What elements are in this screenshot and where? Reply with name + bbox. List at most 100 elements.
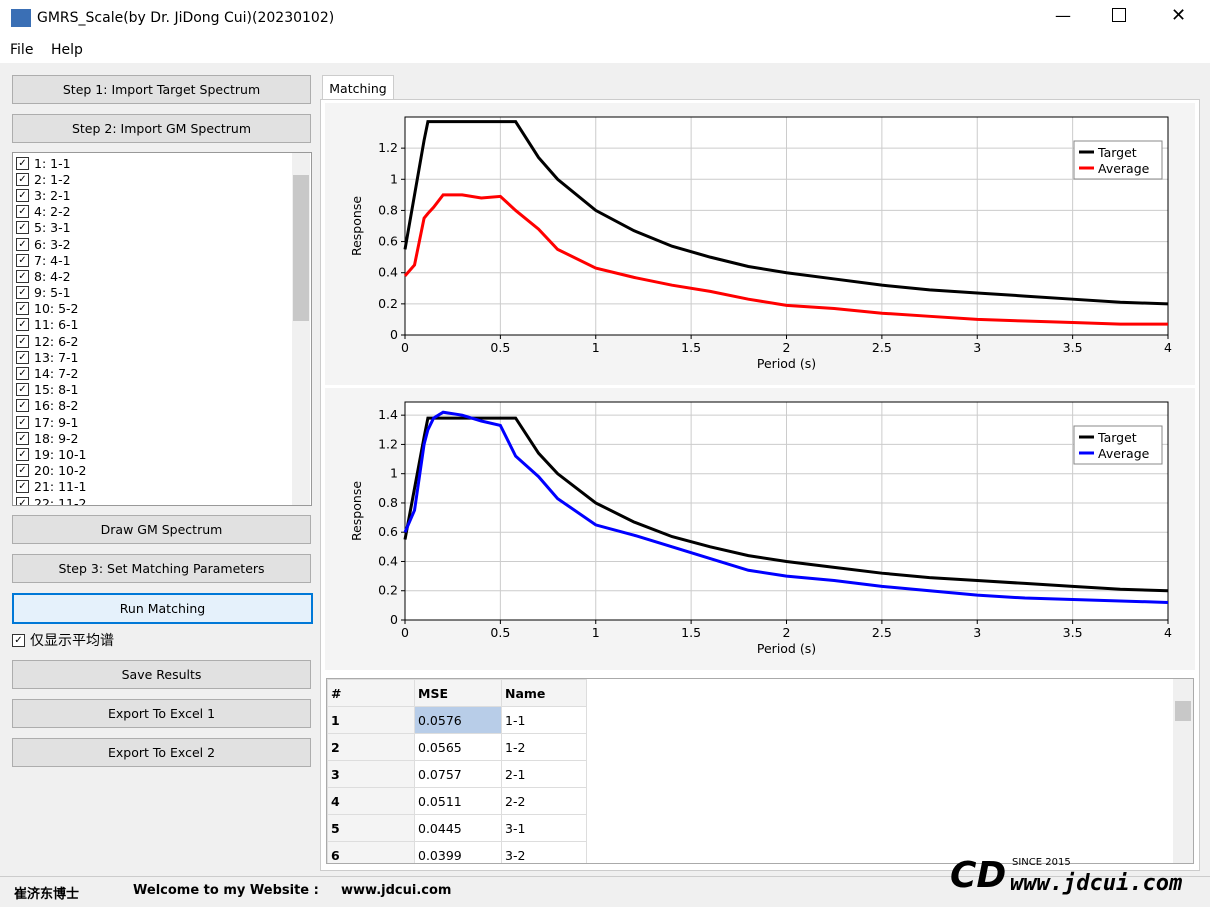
x-tick-label: 3.5 — [1063, 340, 1083, 355]
table-row[interactable]: 5 0.0445 3-1 — [327, 814, 587, 842]
y-tick-label: 0.8 — [378, 202, 398, 217]
checkbox[interactable]: ✓ 仅显示平均谱 — [12, 630, 114, 650]
list-item[interactable]: ✓ 2: 1-2 — [13, 171, 291, 187]
scroll-thumb[interactable] — [1175, 701, 1191, 721]
button[interactable]: Save Results — [12, 660, 311, 689]
x-tick-label: 2.5 — [872, 625, 892, 640]
list-item[interactable]: ✓ 21: 11-1 — [13, 479, 291, 495]
list-item[interactable]: ✓ 3: 2-1 — [13, 187, 291, 203]
list-item[interactable]: ✓ 9: 5-1 — [13, 285, 291, 301]
table-cell: 0.0445 — [414, 814, 502, 842]
table-cell: 3-1 — [501, 814, 587, 842]
list-item[interactable]: ✓ 5: 3-1 — [13, 220, 291, 236]
item-label: 10: 5-2 — [34, 301, 79, 317]
table-scrollbar[interactable] — [1173, 679, 1193, 863]
item-checkbox: ✓ — [16, 302, 29, 316]
item-label: 15: 8-1 — [34, 382, 79, 398]
button[interactable]: Draw GM Spectrum — [12, 515, 311, 544]
status-link[interactable]: www.jdcui.com — [341, 883, 452, 898]
button[interactable]: Step 1: Import Target Spectrum — [12, 75, 311, 104]
item-label: 16: 8-2 — [34, 398, 79, 414]
table-cell: 0.0757 — [414, 760, 502, 788]
x-tick-label: 2 — [783, 625, 791, 640]
minimize[interactable]: — — [1055, 6, 1071, 25]
item-label: 13: 7-1 — [34, 349, 79, 365]
header-cell: MSE — [414, 679, 502, 707]
list-item[interactable]: ✓ 22: 11-2 — [13, 495, 291, 505]
x-tick-label: 2 — [783, 340, 791, 355]
legend-box — [1073, 140, 1163, 180]
menu-item[interactable]: Help — [51, 42, 83, 58]
list-item[interactable]: ✓ 17: 9-1 — [13, 414, 291, 430]
list-item[interactable]: ✓ 13: 7-1 — [13, 349, 291, 365]
y-tick-label: 0 — [390, 612, 398, 627]
x-axis-label: Period (s) — [757, 356, 816, 371]
logo-mark: CD — [950, 855, 1007, 896]
header-cell: Name — [501, 679, 587, 707]
menu-item[interactable]: File — [10, 42, 34, 58]
x-tick-label: 0 — [401, 340, 409, 355]
x-tick-label: 1.5 — [681, 625, 701, 640]
x-tick-label: 1.5 — [681, 340, 701, 355]
x-tick-label: 3.5 — [1063, 625, 1083, 640]
table-row[interactable]: 6 0.0399 3-2 — [327, 841, 587, 863]
y-axis-label: Response — [349, 196, 364, 256]
list-item[interactable]: ✓ 1: 1-1 — [13, 155, 291, 171]
list-item[interactable]: ✓ 8: 4-2 — [13, 268, 291, 284]
y-axis-label: Response — [349, 481, 364, 541]
x-tick-label: 0.5 — [490, 625, 510, 640]
item-checkbox: ✓ — [16, 431, 29, 445]
series-line — [403, 120, 1169, 306]
scrollbar[interactable] — [292, 153, 310, 505]
item-checkbox: ✓ — [16, 383, 29, 397]
item-checkbox: ✓ — [16, 318, 29, 332]
list-item[interactable]: ✓ 10: 5-2 — [13, 301, 291, 317]
list-item[interactable]: ✓ 15: 8-1 — [13, 382, 291, 398]
list-item[interactable]: ✓ 16: 8-2 — [13, 398, 291, 414]
list-item[interactable]: ✓ 4: 2-2 — [13, 204, 291, 220]
table-cell: 0.0399 — [414, 841, 502, 863]
close[interactable]: ✕ — [1171, 5, 1187, 26]
button[interactable]: Step 2: Import GM Spectrum — [12, 114, 311, 143]
item-checkbox: ✓ — [16, 205, 29, 219]
list-item[interactable]: ✓ 19: 10-1 — [13, 446, 291, 462]
y-tick-label: 1.2 — [378, 436, 398, 451]
table-cell: 2 — [327, 733, 415, 761]
checkbox-label: 仅显示平均谱 — [30, 633, 114, 649]
list-item[interactable]: ✓ 7: 4-1 — [13, 252, 291, 268]
maximize[interactable] — [1112, 8, 1126, 22]
list-item[interactable]: ✓ 20: 10-2 — [13, 463, 291, 479]
table-row[interactable]: 3 0.0757 2-1 — [327, 760, 587, 788]
button[interactable]: Export To Excel 2 — [12, 738, 311, 767]
table-cell: 0.0511 — [414, 787, 502, 815]
item-checkbox: ✓ — [16, 399, 29, 413]
button[interactable]: Export To Excel 1 — [12, 699, 311, 728]
logo-site: www.jdcui.com — [1010, 871, 1183, 896]
scroll-thumb[interactable] — [293, 175, 309, 321]
list-item[interactable]: ✓ 6: 3-2 — [13, 236, 291, 252]
table-cell: 0.0565 — [414, 733, 502, 761]
item-checkbox: ✓ — [16, 286, 29, 300]
table-cell: 1-1 — [501, 706, 587, 734]
item-checkbox: ✓ — [16, 237, 29, 251]
table-row[interactable]: 2 0.0565 1-2 — [327, 733, 587, 761]
button[interactable]: Step 3: Set Matching Parameters — [12, 554, 311, 583]
item-label: 21: 11-1 — [34, 479, 87, 495]
list-item[interactable]: ✓ 11: 6-1 — [13, 317, 291, 333]
table-row[interactable]: 1 0.0576 1-1 — [327, 706, 587, 734]
y-tick-label: 1 — [390, 466, 398, 481]
table-row[interactable]: 4 0.0511 2-2 — [327, 787, 587, 815]
list-item[interactable]: ✓ 18: 9-2 — [13, 430, 291, 446]
item-label: 3: 2-1 — [34, 187, 71, 203]
list-item[interactable]: ✓ 14: 7-2 — [13, 365, 291, 381]
item-label: 11: 6-1 — [34, 317, 79, 333]
list-item[interactable]: ✓ 12: 6-2 — [13, 333, 291, 349]
tab[interactable]: Matching — [322, 75, 394, 100]
button[interactable]: Run Matching — [12, 593, 313, 624]
status-bar: 崔济东博士 Welcome to my Website : www.jdcui.… — [0, 855, 1210, 907]
x-tick-label: 4 — [1164, 340, 1172, 355]
item-checkbox: ✓ — [16, 447, 29, 461]
header-cell: # — [327, 679, 415, 707]
table-cell: 5 — [327, 814, 415, 842]
